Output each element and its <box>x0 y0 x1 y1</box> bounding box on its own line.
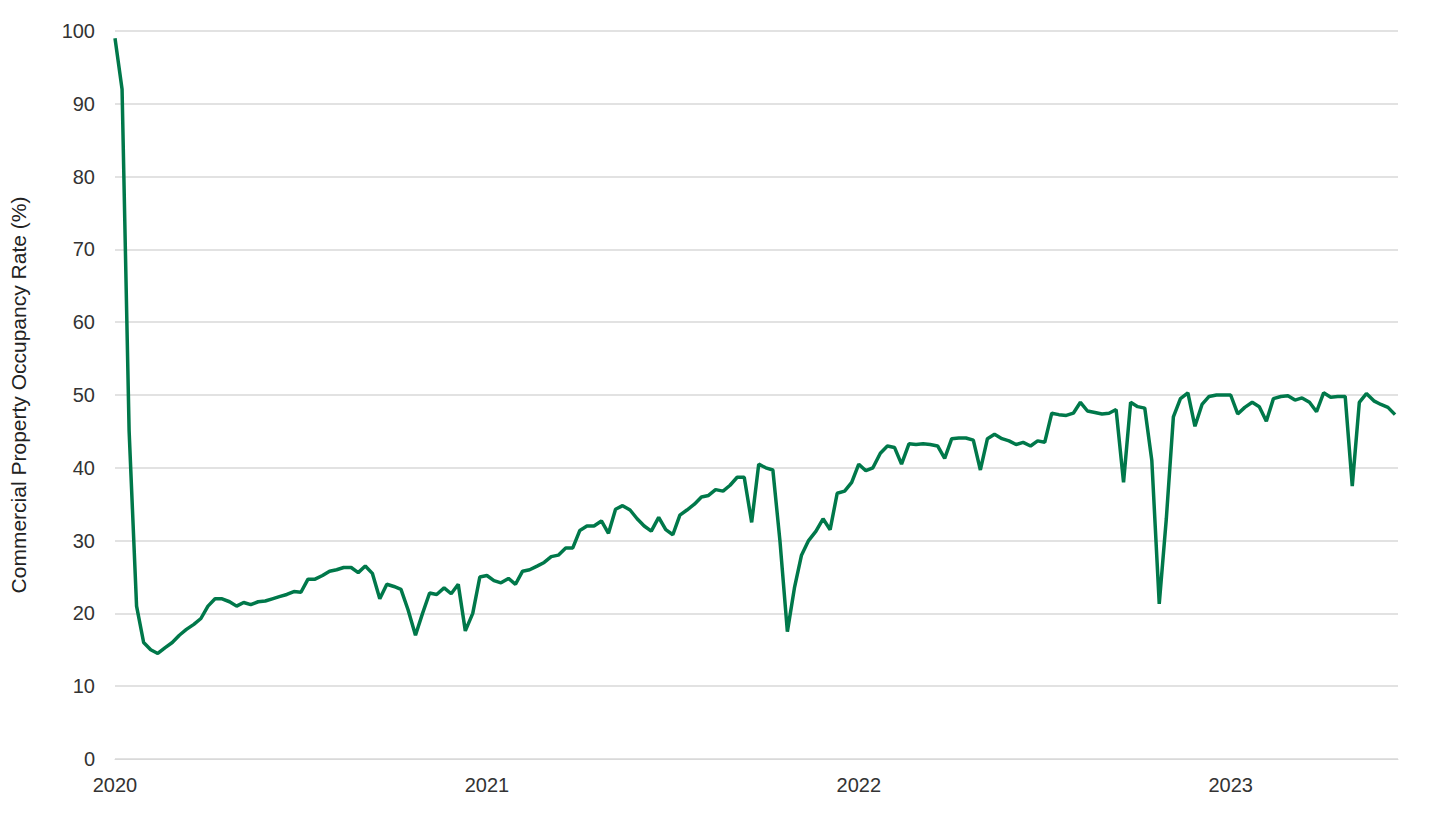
svg-text:90: 90 <box>73 93 95 115</box>
svg-text:70: 70 <box>73 238 95 260</box>
svg-text:2020: 2020 <box>93 774 138 796</box>
svg-text:2022: 2022 <box>837 774 882 796</box>
svg-text:20: 20 <box>73 602 95 624</box>
svg-text:40: 40 <box>73 457 95 479</box>
svg-text:30: 30 <box>73 530 95 552</box>
svg-text:2021: 2021 <box>465 774 510 796</box>
svg-text:2023: 2023 <box>1208 774 1253 796</box>
svg-text:60: 60 <box>73 311 95 333</box>
svg-text:0: 0 <box>84 748 95 770</box>
svg-text:80: 80 <box>73 166 95 188</box>
svg-text:100: 100 <box>62 20 95 42</box>
svg-text:50: 50 <box>73 384 95 406</box>
svg-text:Commercial Property Occupancy: Commercial Property Occupancy Rate (%) <box>7 197 30 594</box>
svg-text:10: 10 <box>73 675 95 697</box>
